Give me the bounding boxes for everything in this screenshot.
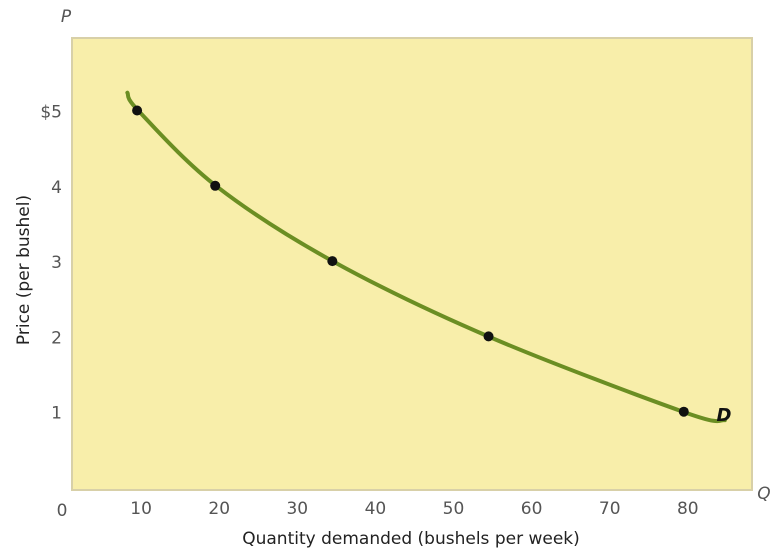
demand-curve-label: D: [717, 405, 732, 426]
demand-curve: [125, 90, 727, 424]
x-tick-labels: 10 20 30 40 50 60 70 80: [130, 499, 698, 519]
y-axis-title: Price (per bushel): [14, 195, 34, 345]
data-point: [678, 406, 689, 417]
y-axis-letter: P: [61, 7, 72, 27]
y-tick-label: 4: [51, 178, 62, 198]
x-tick-label: 40: [365, 499, 387, 519]
data-point: [132, 105, 143, 116]
y-tick-label: 1: [51, 404, 62, 424]
data-point: [483, 331, 494, 342]
y-tick-labels: 1 2 3 4 $5: [40, 103, 62, 424]
data-point: [327, 256, 338, 267]
data-points: [132, 105, 689, 417]
x-tick-label: 20: [208, 499, 230, 519]
x-tick-label: 30: [286, 499, 308, 519]
x-tick-label: 80: [677, 499, 699, 519]
x-tick-label: 70: [599, 499, 621, 519]
data-point: [210, 180, 221, 191]
y-tick-label: 2: [51, 328, 62, 348]
x-axis-letter: Q: [757, 484, 770, 504]
x-tick-label: 60: [521, 499, 543, 519]
plot-area: [71, 37, 753, 491]
origin-label: 0: [57, 501, 68, 521]
x-axis-title: Quantity demanded (bushels per week): [242, 529, 580, 549]
x-tick-label: 50: [443, 499, 465, 519]
x-tick-label: 10: [130, 499, 152, 519]
y-tick-label: $5: [40, 103, 62, 123]
y-tick-label: 3: [51, 253, 62, 273]
